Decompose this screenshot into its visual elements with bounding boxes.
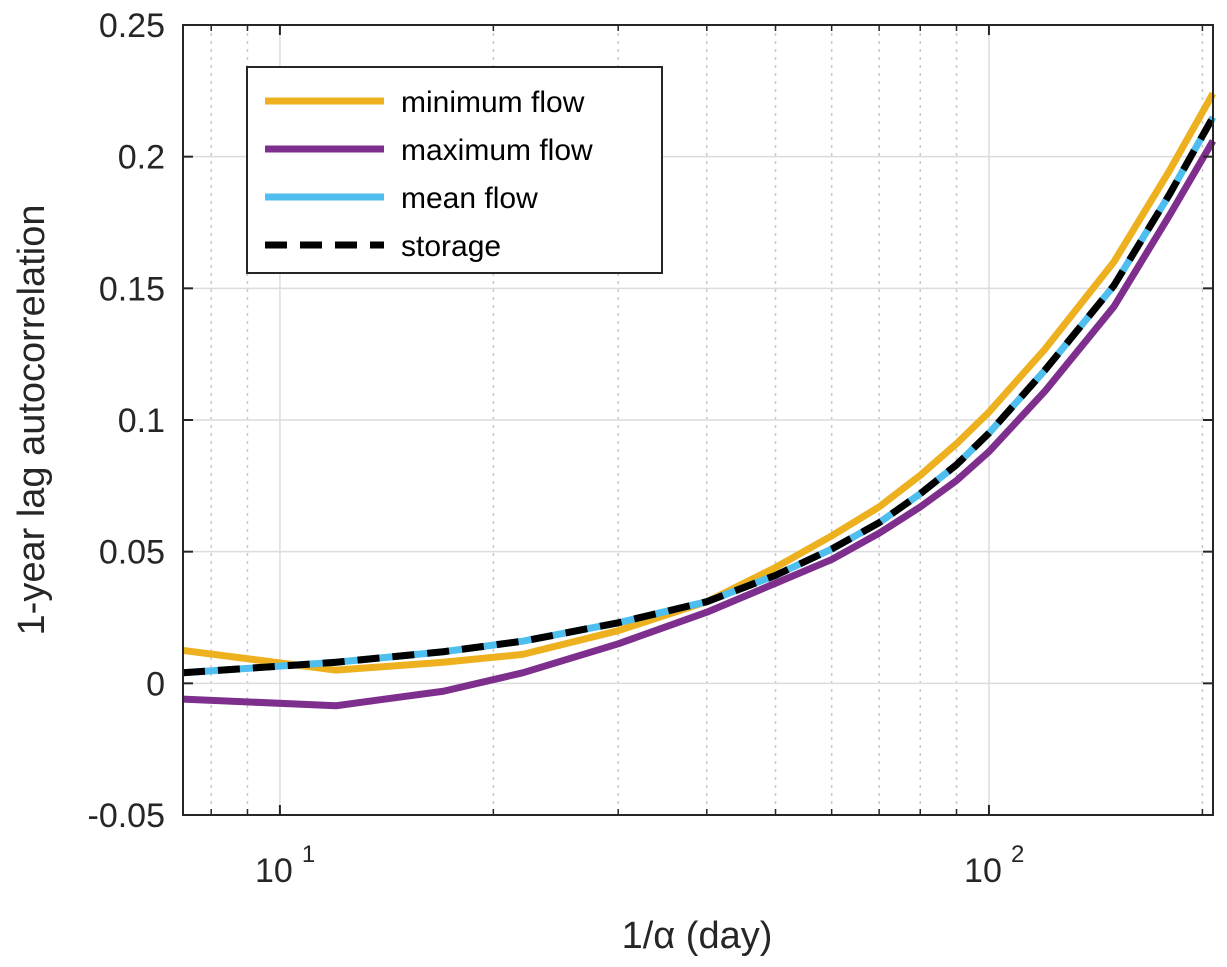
series-line-storage xyxy=(182,115,1217,677)
legend-label-mean-flow: mean flow xyxy=(401,182,538,215)
series-layer xyxy=(182,91,1217,710)
y-tick-label: 0.2 xyxy=(118,139,165,177)
series-line-maximum-flow xyxy=(182,139,1217,710)
x-tick-label-exponent: 1 xyxy=(302,841,315,868)
tick-labels: -0.05 0 0.05 0.1 0.15 0.2 0.25 10 1 10 2 xyxy=(88,7,1025,890)
y-tick-label: 0.1 xyxy=(118,402,165,440)
legend: minimum flow maximum flow mean flow storage xyxy=(246,66,663,274)
x-axis-label: 1/α (day) xyxy=(622,915,773,957)
y-tick-label: 0.15 xyxy=(99,270,165,308)
y-axis-label: 1-year lag autocorrelation xyxy=(11,205,53,636)
y-tick-label: 0.05 xyxy=(99,534,165,572)
x-tick-label: 10 xyxy=(964,852,1002,890)
x-tick-label-exponent: 2 xyxy=(1011,841,1024,868)
legend-label-minimum-flow: minimum flow xyxy=(401,86,585,119)
y-tick-label: 0.25 xyxy=(99,7,165,45)
y-tick-label: 0 xyxy=(146,665,165,703)
axes xyxy=(182,24,1214,816)
series-line-minimum-flow xyxy=(182,91,1217,674)
y-tick-label: -0.05 xyxy=(88,797,166,835)
x-tick-label: 10 xyxy=(255,852,293,890)
legend-label-storage: storage xyxy=(401,230,501,263)
legend-label-maximum-flow: maximum flow xyxy=(401,134,593,167)
